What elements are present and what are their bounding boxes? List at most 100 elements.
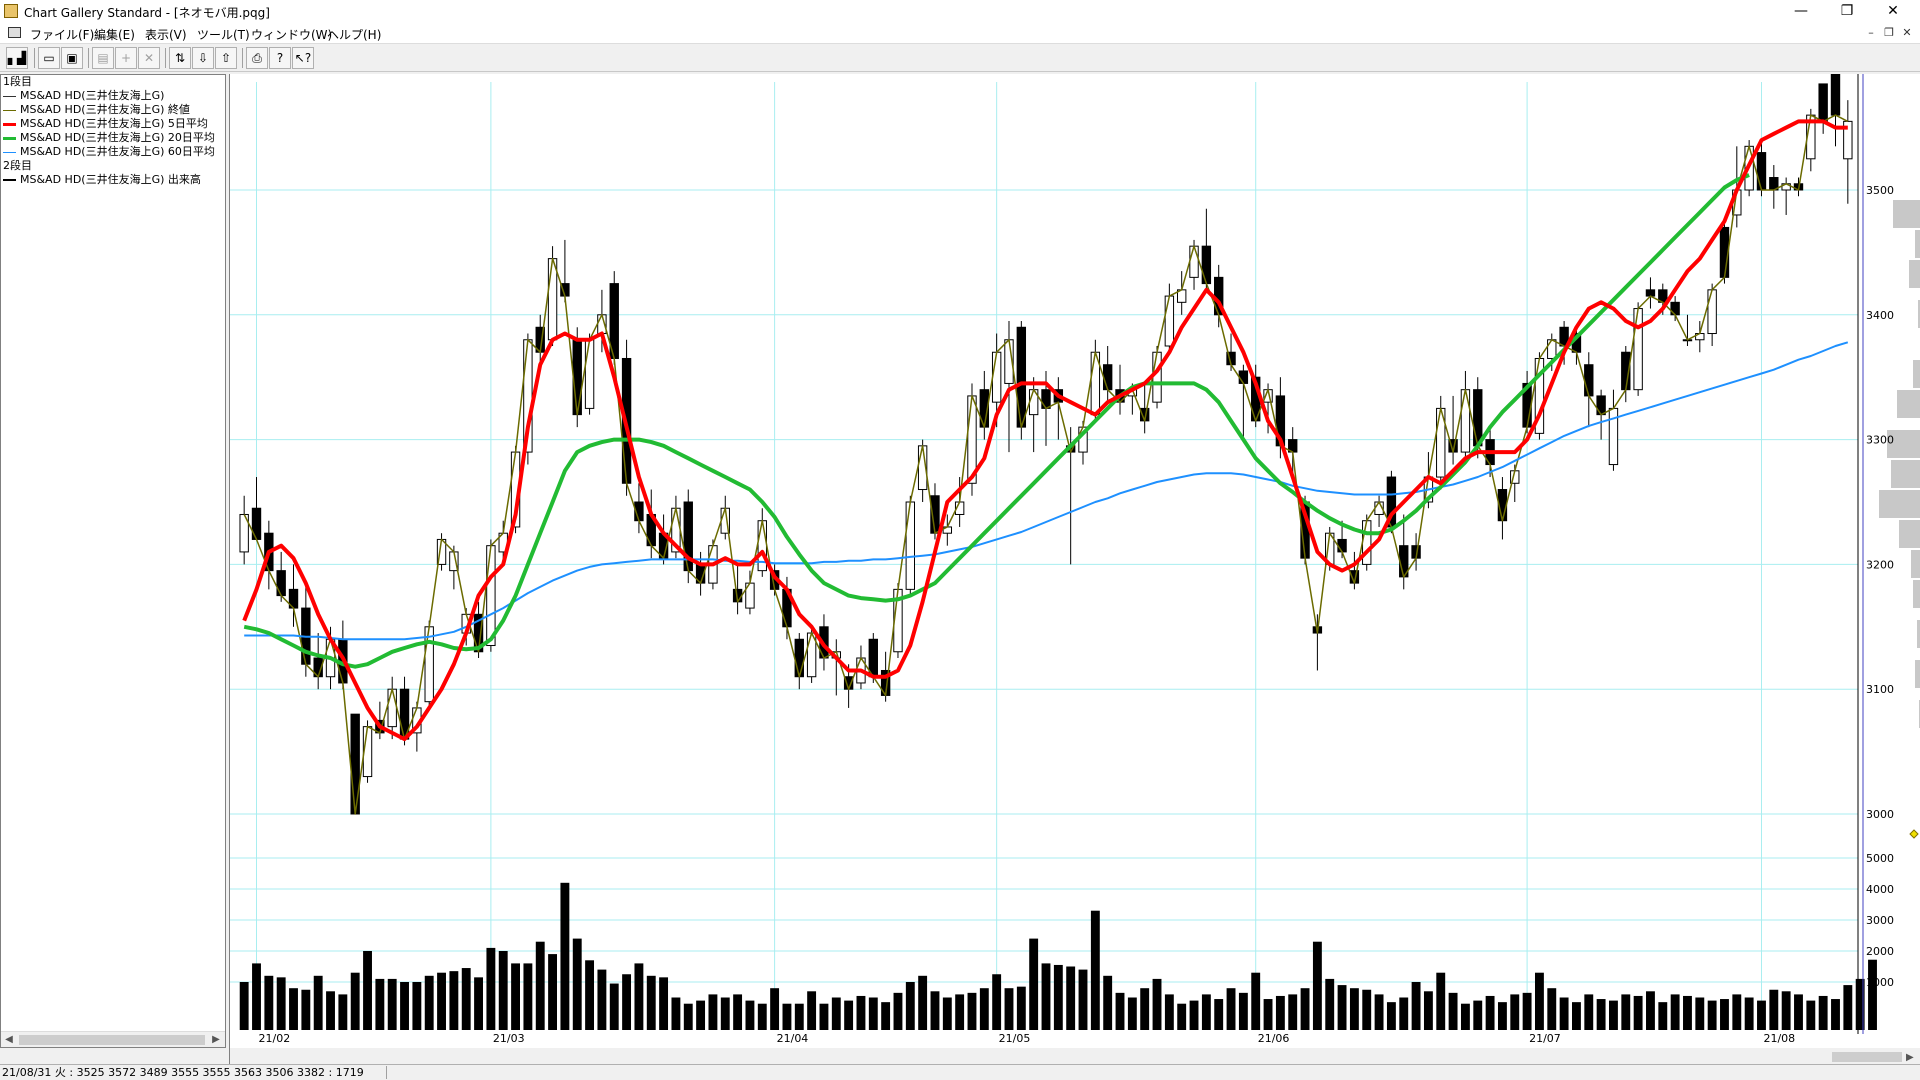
menu-tools[interactable]: ツール(T) [197, 28, 250, 42]
volume-bar [1140, 988, 1150, 1030]
volume-bar [585, 960, 595, 1030]
help-icon[interactable]: ? [269, 47, 291, 69]
mdi-minimize-button[interactable]: – [1868, 26, 1874, 39]
volume-bar [1843, 985, 1853, 1030]
volume-bar [400, 982, 409, 1030]
minimize-button[interactable]: — [1794, 3, 1808, 19]
toolbar: ▖▟ ▭ ▣ ▤ + ✕ ⇅ ⇩ ⇧ ⎙ ? ↖? [0, 44, 1920, 72]
legend-item-ma60[interactable]: MS&AD HD(三井住友海上G) 60日平均 [3, 145, 215, 159]
volume-bar [1041, 963, 1051, 1030]
volume-bar [461, 968, 471, 1030]
menu-view[interactable]: 表示(V) [145, 28, 187, 42]
volume-bar [1473, 1000, 1483, 1030]
legend-label: MS&AD HD(三井住友海上G) 終値 [20, 103, 190, 116]
volume-bar [1534, 972, 1544, 1030]
properties-icon[interactable]: ▤ [92, 47, 114, 69]
close-button[interactable]: ✕ [1887, 3, 1899, 19]
date-tick-label: 21/05 [999, 1032, 1031, 1045]
price-tick-label: 3300 [1866, 434, 1894, 447]
mdi-close-button[interactable]: ✕ [1902, 26, 1912, 39]
arrow-up-icon[interactable]: ⇧ [215, 47, 237, 69]
volume-bar [1362, 989, 1372, 1030]
candle-body [1830, 74, 1841, 116]
toolbar-separator [242, 48, 243, 68]
date-tick-label: 21/04 [777, 1032, 809, 1045]
date-tick-label: 21/03 [493, 1032, 525, 1045]
volume-bar [1695, 997, 1705, 1030]
stock-chart[interactable]: 3000 3100 3200 3300 3400 3500 1000 2000 3000 4000… [230, 74, 1920, 1064]
move-icon[interactable]: ⇅ [169, 47, 191, 69]
volume-bar [708, 994, 718, 1030]
volume-bar [720, 997, 730, 1030]
candle-body [1584, 364, 1594, 397]
print-icon[interactable]: ⎙ [246, 47, 268, 69]
volume-bar [1855, 978, 1865, 1030]
volume-bar [671, 997, 681, 1030]
volume-bar [1572, 1002, 1581, 1030]
volume-bar [1337, 985, 1347, 1030]
price-profile-bar [1918, 300, 1920, 328]
volume-bar [1460, 1003, 1470, 1030]
add-icon[interactable]: + [115, 47, 137, 69]
scroll-left-icon[interactable]: ◀ [5, 1034, 13, 1045]
volume-bar [745, 1000, 755, 1030]
close-line [243, 114, 1849, 815]
legend-item-close[interactable]: MS&AD HD(三井住友海上G) 終値 [3, 103, 190, 117]
candle-body [387, 688, 397, 728]
save-icon[interactable]: ▣ [61, 47, 83, 69]
menu-edit[interactable]: 編集(E) [94, 28, 135, 42]
volume-bar [1004, 988, 1014, 1030]
volume-bar [239, 982, 249, 1030]
candle-body [350, 713, 360, 815]
candle-body [1152, 351, 1162, 403]
volume-bar [1103, 975, 1113, 1030]
document-system-menu-icon[interactable] [8, 27, 21, 38]
menu-file[interactable]: ファイル(F) [30, 28, 95, 42]
volume-bar [535, 941, 545, 1030]
menu-window[interactable]: ウィンドウ(W) [251, 28, 333, 42]
candle-body [1633, 308, 1643, 391]
volume-bar [572, 938, 582, 1030]
volume-bar [1522, 992, 1532, 1030]
volume-bar [437, 972, 446, 1030]
volume-bar [881, 1002, 891, 1030]
chart-type-icon[interactable]: ▖▟ [6, 47, 28, 69]
legend-item-volume[interactable]: MS&AD HD(三井住友海上G) 出来高 [3, 173, 201, 187]
volume-bar [1325, 978, 1335, 1030]
scroll-thumb[interactable] [19, 1035, 205, 1045]
volume-bar [646, 975, 656, 1030]
status-text: 21/08/31 火 : 3525 3572 3489 3555 3555 35… [2, 1066, 364, 1079]
legend-horizontal-scrollbar[interactable]: ◀ ▶ [1, 1031, 225, 1047]
volume-bar [276, 977, 286, 1030]
chart-horizontal-scrollbar [230, 1048, 1920, 1064]
price-profile-bar [1891, 460, 1920, 488]
legend-item-ma5[interactable]: MS&AD HD(三井住友海上G) 5日平均 [3, 117, 208, 131]
candle-body [1596, 395, 1606, 416]
context-help-icon[interactable]: ↖? [292, 47, 314, 69]
volume-bar [1510, 994, 1520, 1030]
volume-bar [338, 994, 348, 1030]
legend-item-price[interactable]: MS&AD HD(三井住友海上G) [3, 89, 164, 103]
mdi-restore-button[interactable]: ❐ [1884, 26, 1894, 39]
volume-bar [1090, 910, 1100, 1030]
candle-body [1756, 152, 1767, 191]
chart-scroll-thumb [1832, 1052, 1902, 1062]
volume-bar [1818, 995, 1828, 1030]
price-profile-bar [1899, 520, 1920, 548]
delete-icon[interactable]: ✕ [138, 47, 160, 69]
arrow-down-icon[interactable]: ⇩ [192, 47, 214, 69]
volume-bar [1485, 995, 1495, 1030]
open-folder-icon[interactable]: ▭ [38, 47, 60, 69]
restore-button[interactable]: ❐ [1840, 3, 1854, 19]
price-tick-label: 3200 [1866, 558, 1894, 571]
candle-body [1843, 120, 1853, 160]
volume-bar [1029, 938, 1039, 1030]
legend-item-ma20[interactable]: MS&AD HD(三井住友海上G) 20日平均 [3, 131, 215, 145]
scroll-right-icon[interactable]: ▶ [212, 1034, 220, 1045]
menu-help[interactable]: ヘルプ(H) [327, 28, 382, 42]
candle-body [239, 513, 249, 553]
volume-bar [350, 972, 360, 1030]
volume-bar [1794, 994, 1803, 1030]
volume-bar [782, 1003, 792, 1030]
candle-body [991, 351, 1002, 403]
